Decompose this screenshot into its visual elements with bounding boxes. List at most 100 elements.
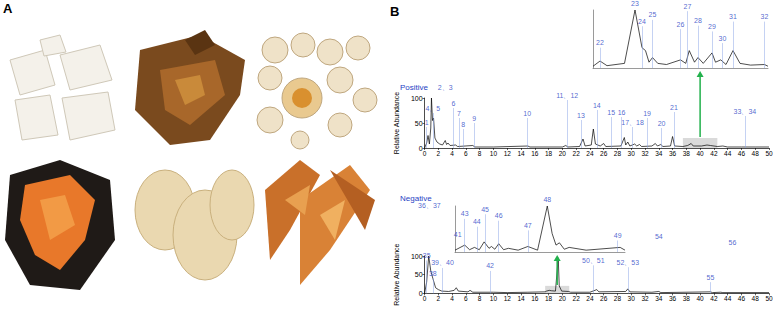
svg-text:39、40: 39、40: [431, 259, 454, 266]
svg-text:30: 30: [628, 295, 636, 302]
svg-text:18: 18: [545, 295, 553, 302]
svg-text:Relative Abundance: Relative Abundance: [393, 92, 400, 154]
svg-text:Positive: Positive: [400, 83, 429, 92]
svg-text:22: 22: [596, 39, 604, 46]
svg-text:52、53: 52、53: [616, 259, 639, 266]
svg-text:17、18: 17、18: [621, 119, 644, 126]
svg-text:2: 2: [437, 150, 441, 157]
svg-text:32: 32: [761, 13, 769, 20]
svg-text:54: 54: [655, 233, 663, 240]
svg-text:22: 22: [573, 150, 581, 157]
svg-text:6: 6: [464, 150, 468, 157]
svg-text:49: 49: [614, 232, 622, 239]
svg-text:42: 42: [710, 295, 718, 302]
svg-text:40: 40: [696, 150, 704, 157]
svg-text:50: 50: [765, 295, 773, 302]
svg-text:50: 50: [765, 150, 773, 157]
svg-text:32: 32: [641, 295, 649, 302]
svg-text:42: 42: [486, 262, 494, 269]
svg-text:48: 48: [752, 295, 760, 302]
svg-text:46: 46: [738, 150, 746, 157]
svg-text:7: 7: [457, 110, 461, 117]
svg-text:46: 46: [738, 295, 746, 302]
svg-text:45: 45: [481, 206, 489, 213]
svg-text:14: 14: [593, 102, 601, 109]
svg-text:38: 38: [429, 270, 437, 277]
svg-text:36、37: 36、37: [418, 202, 441, 209]
svg-text:100: 100: [411, 95, 423, 102]
svg-text:26: 26: [600, 295, 608, 302]
svg-text:Relative Abundance: Relative Abundance: [393, 243, 400, 305]
svg-text:18: 18: [545, 150, 553, 157]
svg-text:26: 26: [600, 150, 608, 157]
svg-text:28: 28: [614, 295, 622, 302]
svg-text:23: 23: [631, 0, 639, 7]
svg-text:2: 2: [437, 295, 441, 302]
svg-text:28: 28: [614, 150, 622, 157]
svg-text:38: 38: [683, 150, 691, 157]
svg-text:6: 6: [464, 295, 468, 302]
svg-text:48: 48: [543, 196, 551, 203]
svg-text:30: 30: [719, 35, 727, 42]
svg-text:9: 9: [472, 115, 476, 122]
svg-text:21: 21: [670, 104, 678, 111]
svg-text:46: 46: [495, 212, 503, 219]
svg-text:0: 0: [423, 295, 427, 302]
svg-text:50、51: 50、51: [582, 257, 605, 264]
svg-text:8: 8: [478, 295, 482, 302]
svg-text:20: 20: [658, 120, 666, 127]
svg-text:55: 55: [707, 274, 715, 281]
svg-text:A: A: [3, 1, 13, 16]
svg-text:16: 16: [531, 295, 539, 302]
svg-text:33、34: 33、34: [734, 108, 757, 115]
svg-text:35: 35: [423, 252, 431, 259]
svg-text:24: 24: [638, 18, 646, 25]
svg-text:16: 16: [531, 150, 539, 157]
svg-text:8: 8: [478, 150, 482, 157]
svg-text:4: 4: [450, 295, 454, 302]
svg-text:32: 32: [641, 150, 649, 157]
svg-text:4、5: 4、5: [425, 105, 440, 112]
svg-text:44: 44: [473, 218, 481, 225]
svg-text:26: 26: [677, 21, 685, 28]
svg-text:1: 1: [425, 119, 429, 126]
svg-text:30: 30: [628, 150, 636, 157]
svg-text:47: 47: [524, 222, 532, 229]
svg-text:14: 14: [517, 150, 525, 157]
svg-text:34: 34: [655, 295, 663, 302]
svg-text:44: 44: [724, 150, 732, 157]
svg-text:50: 50: [415, 120, 423, 127]
svg-text:50: 50: [415, 271, 423, 278]
svg-text:15: 15: [607, 109, 615, 116]
svg-text:19: 19: [643, 110, 651, 117]
svg-text:100: 100: [411, 253, 423, 260]
svg-text:43: 43: [461, 210, 469, 217]
svg-text:28: 28: [694, 17, 702, 24]
svg-text:36: 36: [669, 295, 677, 302]
svg-text:13: 13: [577, 112, 585, 119]
svg-text:31: 31: [729, 13, 737, 20]
svg-text:20: 20: [559, 150, 567, 157]
svg-text:25: 25: [649, 11, 657, 18]
svg-text:16: 16: [618, 109, 626, 116]
svg-text:40: 40: [696, 295, 704, 302]
svg-text:10: 10: [490, 150, 498, 157]
svg-text:36: 36: [669, 150, 677, 157]
svg-text:8: 8: [461, 121, 465, 128]
svg-text:38: 38: [683, 295, 691, 302]
svg-text:12: 12: [504, 150, 512, 157]
svg-text:10: 10: [523, 110, 531, 117]
svg-text:24: 24: [586, 150, 594, 157]
svg-text:B: B: [390, 4, 399, 19]
svg-text:2、3: 2、3: [438, 84, 453, 91]
svg-text:12: 12: [504, 295, 512, 302]
svg-text:11、12: 11、12: [556, 92, 578, 99]
svg-text:24: 24: [586, 295, 594, 302]
svg-text:41: 41: [454, 231, 462, 238]
svg-text:4: 4: [450, 150, 454, 157]
svg-text:34: 34: [655, 150, 663, 157]
svg-text:42: 42: [710, 150, 718, 157]
svg-text:27: 27: [684, 3, 692, 10]
svg-text:14: 14: [517, 295, 525, 302]
svg-text:0: 0: [423, 150, 427, 157]
